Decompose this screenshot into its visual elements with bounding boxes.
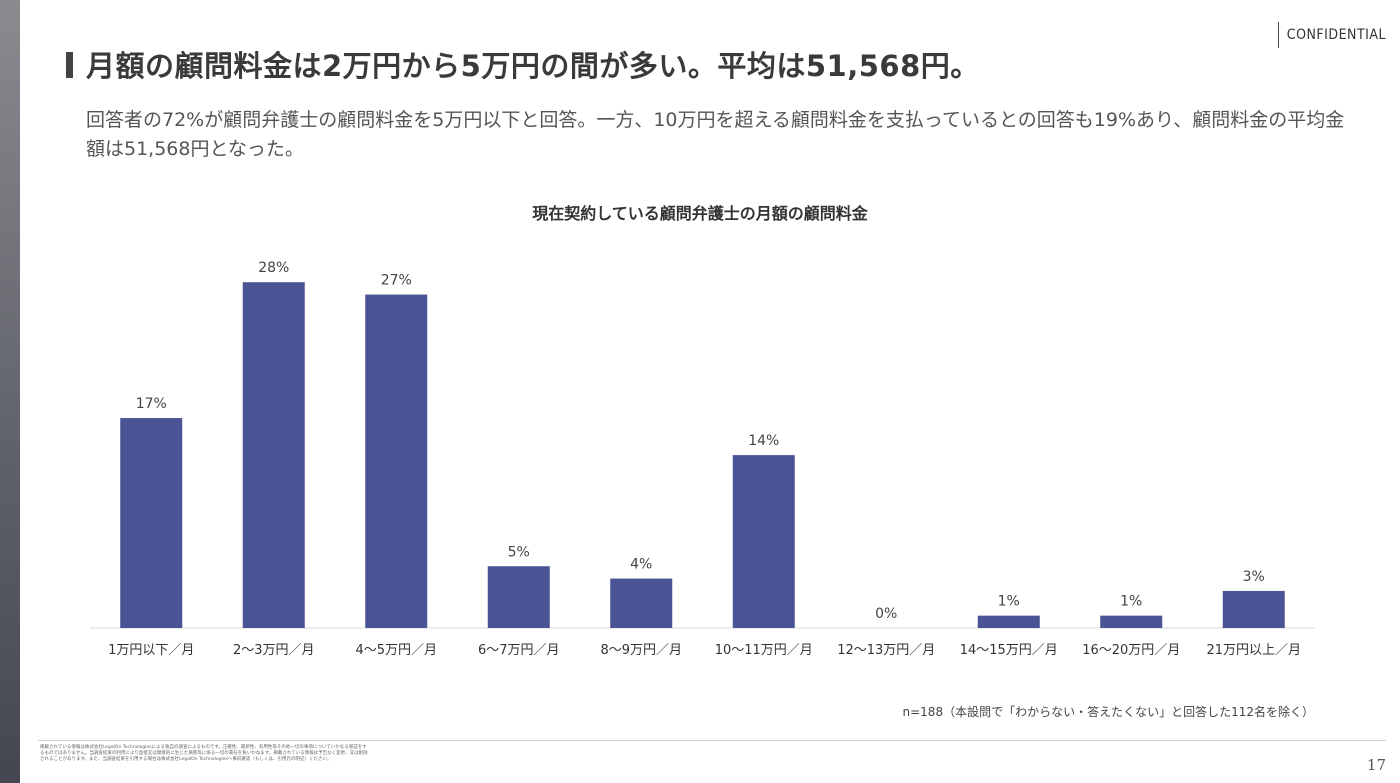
sample-size-note: n=188（本設問で「わからない・答えたくない」と回答した112名を除く） (902, 705, 1314, 719)
title-marker (66, 52, 73, 78)
bar (1222, 590, 1285, 628)
x-tick-label: 12〜13万円／月 (837, 643, 935, 658)
bar (487, 566, 550, 628)
page-title: 月額の顧問料金は2万円から5万円の間が多い。平均は51,568円。 (86, 49, 980, 83)
data-label: 4% (630, 557, 652, 573)
x-tick-label: 14〜15万円／月 (960, 643, 1058, 658)
bar (365, 294, 428, 628)
data-label: 1% (1120, 594, 1142, 610)
side-accent-bar (0, 0, 20, 783)
bar (120, 418, 183, 628)
x-tick-label: 1万円以下／月 (108, 643, 194, 658)
bar (732, 455, 795, 628)
data-label: 28% (258, 260, 289, 276)
page-number: 17 (1366, 756, 1386, 774)
bar (1100, 615, 1163, 628)
data-label: 27% (381, 273, 412, 289)
x-tick-label: 8〜9万円／月 (600, 643, 682, 658)
x-tick-label: 4〜5万円／月 (355, 643, 437, 658)
bar (242, 282, 305, 628)
data-label: 1% (998, 594, 1020, 610)
footer-disclaimer: 掲載されている情報は株式会社LegalOn Technologiesによる独自の… (40, 745, 368, 762)
data-label: 14% (748, 433, 779, 449)
x-tick-label: 16〜20万円／月 (1082, 643, 1180, 658)
data-label: 3% (1243, 569, 1265, 585)
data-label: 5% (508, 544, 530, 560)
footer-divider (38, 740, 1386, 741)
confidential-label: CONFIDENTIAL (1277, 22, 1386, 48)
lead-paragraph: 回答者の72%が顧問弁護士の顧問料金を5万円以下と回答。一方、10万円を超える顧… (86, 109, 1345, 160)
x-tick-label: 10〜11万円／月 (715, 643, 813, 658)
data-label: 17% (136, 396, 167, 412)
chart-title: 現在契約している顧問弁護士の月額の顧問料金 (532, 204, 868, 223)
x-tick-label: 6〜7万円／月 (478, 643, 560, 658)
bar (977, 615, 1040, 628)
x-tick-label: 2〜3万円／月 (233, 643, 315, 658)
data-label: 0% (875, 606, 897, 622)
bar (610, 578, 673, 628)
x-tick-label: 21万円以上／月 (1206, 643, 1301, 658)
